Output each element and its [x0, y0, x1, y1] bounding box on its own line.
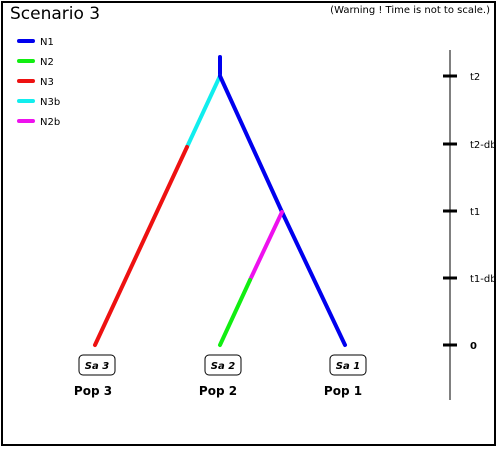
- pop-label-pop3: Pop 3: [74, 384, 112, 398]
- time-label-t2-db: t2-db: [470, 140, 497, 151]
- time-label-t2: t2: [470, 72, 480, 83]
- legend-label-n2b: N2b: [40, 117, 60, 128]
- legend-label-n2: N2: [40, 57, 54, 68]
- branch-n1-upper: [218, 74, 284, 214]
- branch-n2: [218, 278, 252, 347]
- time-label-t1: t1: [470, 207, 480, 218]
- legend-label-n3b: N3b: [40, 97, 60, 108]
- branch-n2b: [248, 210, 284, 282]
- time-label-0: 0: [470, 341, 477, 352]
- sample-label-sa2: Sa 2: [211, 361, 235, 372]
- sample-box-sa1: Sa 1: [329, 354, 367, 376]
- time-label-t1-db: t1-db: [470, 274, 497, 285]
- branch-n1-lower: [280, 210, 347, 347]
- branch-n3b: [185, 74, 222, 149]
- sample-label-sa1: Sa 1: [336, 361, 360, 372]
- sample-box-sa3: Sa 3: [78, 354, 116, 376]
- time-axis: t2 t2-db t1 t1-db 0: [443, 50, 497, 400]
- tree-branches: [93, 55, 347, 347]
- pop-label-pop2: Pop 2: [199, 384, 237, 398]
- sample-box-sa2: Sa 2: [204, 354, 242, 376]
- time-scale-warning: (Warning ! Time is not to scale.): [330, 5, 490, 16]
- scenario-title: Scenario 3: [10, 4, 101, 24]
- legend-label-n1: N1: [40, 37, 54, 48]
- branch-n3: [93, 145, 189, 347]
- legend: N1 N2 N3 N3b N2b: [17, 37, 60, 128]
- pop-label-pop1: Pop 1: [324, 384, 362, 398]
- legend-label-n3: N3: [40, 77, 54, 88]
- sample-label-sa3: Sa 3: [85, 361, 109, 372]
